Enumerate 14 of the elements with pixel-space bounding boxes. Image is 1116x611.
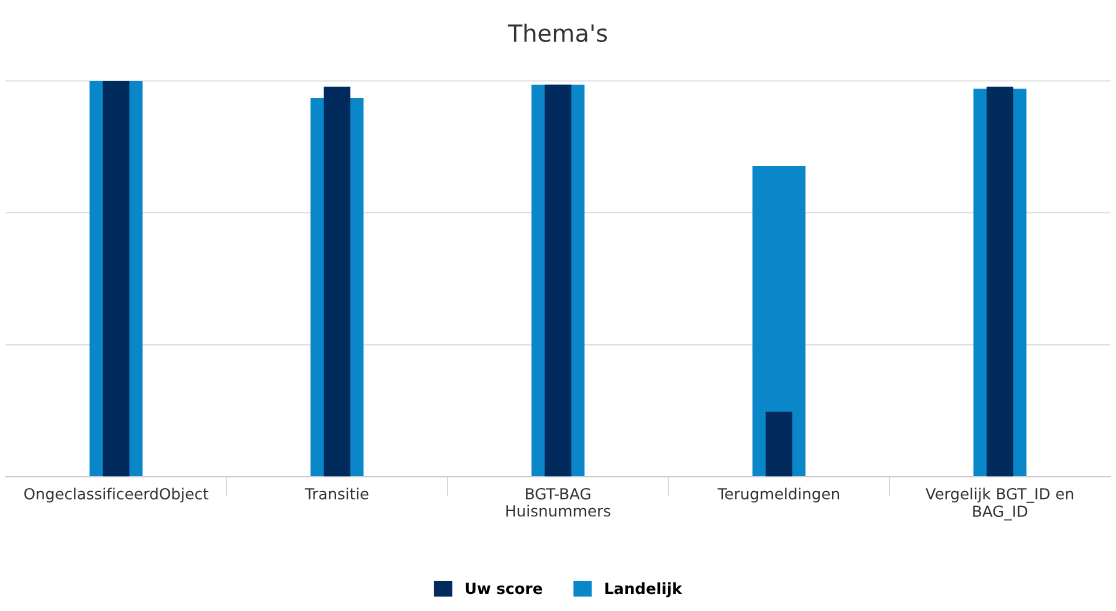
- legend-label: Uw score: [465, 582, 543, 595]
- chart-title: Thema's: [507, 23, 607, 42]
- x-tick-label: Vergelijk BGT_ID en BAG_ID: [925, 487, 1074, 521]
- x-tick-label: Transitie: [304, 487, 369, 500]
- x-tick-label: Terugmeldingen: [717, 487, 840, 503]
- bar: [323, 86, 351, 477]
- bar: [544, 84, 572, 477]
- bar: [102, 80, 130, 477]
- legend-label: Landelijk: [605, 582, 683, 598]
- bar: [752, 165, 806, 477]
- x-tick-label: BGT-BAG Huisnummers: [506, 487, 611, 517]
- x-tick-label: OngeclassificeerdObject: [24, 487, 209, 503]
- bar: [765, 411, 793, 477]
- bar: [986, 86, 1014, 477]
